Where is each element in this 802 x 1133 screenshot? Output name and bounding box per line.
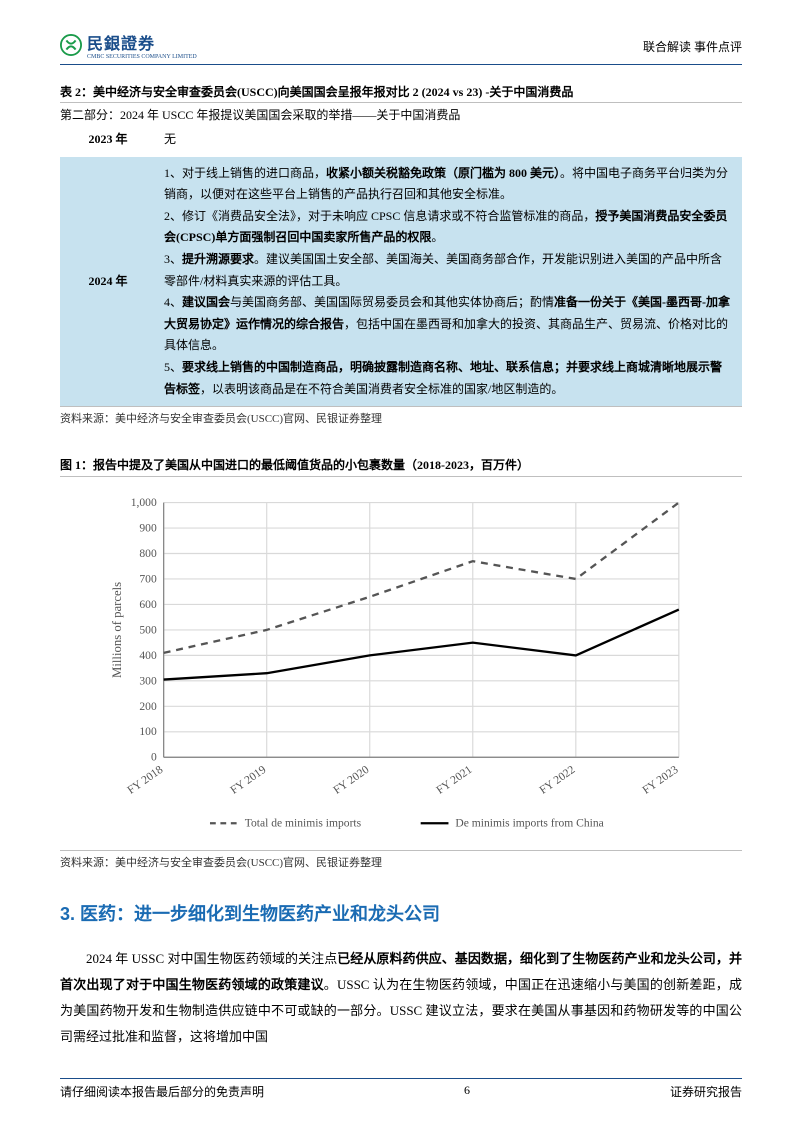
svg-text:FY 2018: FY 2018 [125,763,166,797]
svg-text:FY 2021: FY 2021 [434,763,475,797]
svg-text:700: 700 [139,573,157,586]
year-2023-content: 无 [156,123,742,157]
logo-subtext: CMBC SECURITIES COMPANY LIMITED [87,54,197,60]
policy-item: 3、提升溯源要求。建议美国国土安全部、美国海关、美国商务部合作，开发能识别进入美… [164,249,734,292]
policy-item: 5、要求线上销售的中国制造商品，明确披露制造商名称、地址、联系信息；并要求线上商… [164,357,734,400]
header-category: 联合解读 事件点评 [643,30,742,55]
company-logo-icon [60,34,82,56]
svg-text:FY 2019: FY 2019 [228,763,269,797]
body-paragraph: 2024 年 USSC 对中国生物医药领域的关注点已经从原料药供应、基因数据，细… [60,946,742,1050]
policy-item: 2、修订《消费品安全法》，对于未响应 CPSC 信息请求或不符合监管标准的商品，… [164,206,734,249]
year-2024-content: 1、对于线上销售的进口商品，收紧小额关税豁免政策（原门槛为 800 美元）。将中… [156,157,742,407]
table-title: 表 2：美中经济与安全审查委员会(USCC)向美国国会呈报年报对比 2 (202… [60,83,742,100]
logo: 民銀證券 CMBC SECURITIES COMPANY LIMITED [60,30,197,60]
svg-text:100: 100 [139,725,157,738]
svg-text:1,000: 1,000 [131,496,157,509]
section-heading: 3. 医药：进一步细化到生物医药产业和龙头公司 [60,900,742,926]
figure-source: 资料来源：美中经济与安全审查委员会(USCC)官网、民银证券整理 [60,850,742,870]
table-row: 2023 年 无 [60,123,742,157]
svg-text:Millions of parcels: Millions of parcels [110,582,124,678]
footer-right: 证券研究报告 [670,1083,742,1100]
page-header: 民銀證券 CMBC SECURITIES COMPANY LIMITED 联合解… [60,30,742,65]
logo-text: 民銀證券 [87,36,155,53]
footer-page-number: 6 [464,1083,470,1100]
svg-text:400: 400 [139,649,157,662]
footer-left: 请仔细阅读本报告最后部分的免责声明 [60,1083,264,1100]
svg-text:300: 300 [139,674,157,687]
svg-text:FY 2023: FY 2023 [640,763,681,797]
svg-text:900: 900 [139,522,157,535]
year-2023-label: 2023 年 [60,123,156,157]
comparison-table: 2023 年 无 2024 年 1、对于线上销售的进口商品，收紧小额关税豁免政策… [60,123,742,406]
table-source: 资料来源：美中经济与安全审查委员会(USCC)官网、民银证券整理 [60,406,742,426]
svg-text:500: 500 [139,624,157,637]
svg-text:Total de minimis imports: Total de minimis imports [245,817,362,830]
table-row: 2024 年 1、对于线上销售的进口商品，收紧小额关税豁免政策（原门槛为 800… [60,157,742,407]
table-subtitle: 第二部分：2024 年 USCC 年报提议美国国会采取的举措——关于中国消费品 [60,102,742,123]
svg-text:200: 200 [139,700,157,713]
svg-text:De minimis imports from China: De minimis imports from China [455,817,603,830]
policy-item: 4、建议国会与美国商务部、美国国际贸易委员会和其他实体协商后；酌情准备一份关于《… [164,292,734,357]
chart-container: 0 100 200 300 400 500 600 700 800 900 1,000 FY 2018… [60,477,742,850]
svg-text:FY 2022: FY 2022 [537,763,578,797]
page-footer: 请仔细阅读本报告最后部分的免责声明 6 证券研究报告 [60,1078,742,1100]
line-chart: 0 100 200 300 400 500 600 700 800 900 1,000 FY 2018… [100,491,702,838]
policy-item: 1、对于线上销售的进口商品，收紧小额关税豁免政策（原门槛为 800 美元）。将中… [164,163,734,206]
svg-text:600: 600 [139,598,157,611]
year-2024-label: 2024 年 [60,157,156,407]
svg-text:800: 800 [139,547,157,560]
figure-title: 图 1：报告中提及了美国从中国进口的最低阈值货品的小包裹数量（2018-2023… [60,456,742,477]
svg-text:FY 2020: FY 2020 [331,763,372,797]
svg-text:0: 0 [151,751,157,764]
